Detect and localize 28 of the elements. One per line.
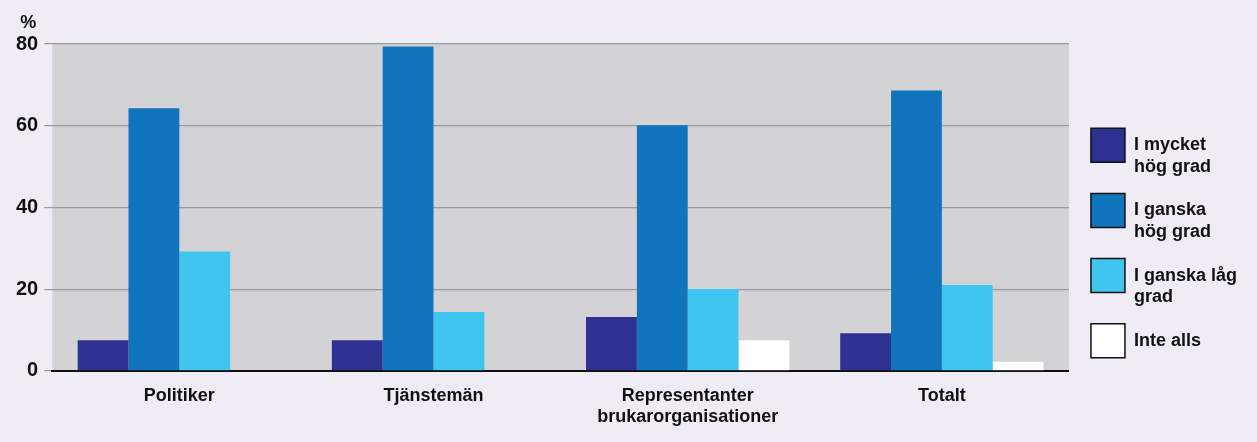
bar	[891, 90, 942, 371]
legend-label: I ganska låg grad	[1133, 264, 1237, 307]
x-tick-label: Totalt	[918, 384, 966, 405]
bar	[179, 251, 231, 371]
bar	[941, 285, 993, 371]
y-tick-label: 20	[16, 276, 39, 299]
x-tick-label: Politiker	[143, 384, 215, 405]
bar	[331, 340, 383, 371]
bar	[77, 340, 129, 371]
legend-label: I ganska hög grad	[1133, 199, 1211, 241]
bar	[992, 361, 1044, 371]
legend-label: I mycket hög grad	[1133, 134, 1211, 176]
bar	[840, 333, 892, 371]
bar	[433, 311, 485, 371]
bar	[128, 108, 180, 371]
bar	[687, 289, 739, 371]
y-tick-label: 80	[16, 31, 39, 54]
bar	[738, 340, 790, 371]
y-axis-title: %	[20, 11, 37, 32]
bar	[636, 125, 688, 371]
y-tick-label: 0	[27, 358, 39, 381]
bar	[586, 316, 637, 371]
y-tick-label: 40	[16, 194, 39, 217]
x-tick-label: Tjänstemän	[383, 384, 484, 405]
x-tick-label: Representanter brukarorganisationer	[597, 384, 779, 427]
legend-label: Inte alls	[1133, 329, 1201, 350]
bar	[382, 46, 434, 371]
y-tick-label: 60	[16, 113, 39, 136]
